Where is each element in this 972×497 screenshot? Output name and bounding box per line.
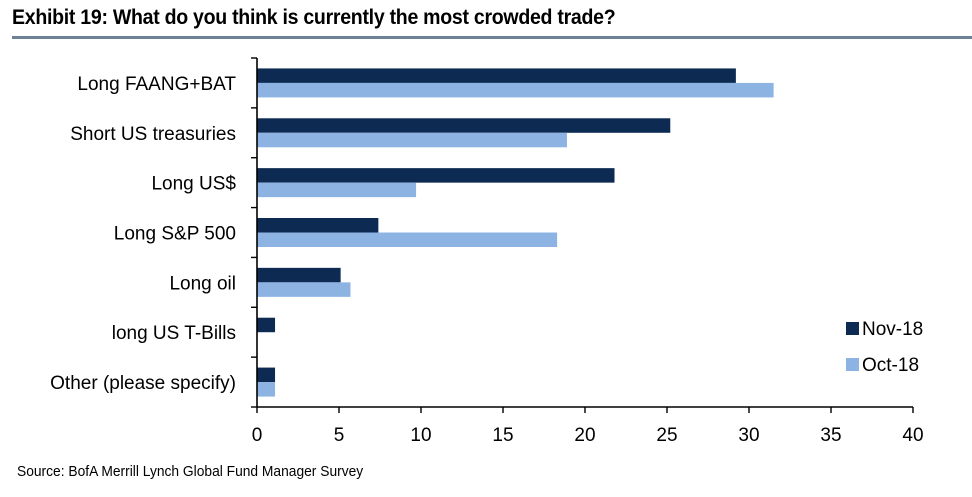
x-tick-label: 25	[656, 425, 677, 446]
labels-group: Long FAANG+BAT Short US treasuries Long US…	[50, 74, 236, 394]
x-tick-label: 0	[252, 425, 263, 446]
legend-swatch-nov-18	[846, 322, 859, 335]
category-label: Long US$	[151, 174, 236, 195]
bars-group	[257, 68, 774, 397]
title-rule	[12, 36, 972, 39]
x-tick-label: 5	[334, 425, 345, 446]
bar-nov-18-2	[257, 168, 615, 183]
legend-label: Nov-18	[862, 319, 923, 340]
chart-title: Exhibit 19: What do you think is current…	[12, 6, 616, 29]
bar-oct-18-0	[257, 82, 774, 98]
bar-nov-18-6	[257, 367, 276, 383]
legend: Nov-18 Oct-18	[846, 319, 923, 376]
category-label: Long oil	[169, 273, 236, 294]
x-tick-label: 30	[738, 425, 759, 446]
x-tick-label: 15	[492, 425, 513, 446]
bar-oct-18-1	[257, 132, 567, 148]
category-label: long US T-Bills	[112, 323, 236, 344]
bar-nov-18-3	[257, 218, 379, 233]
category-label: Short US treasuries	[70, 124, 236, 145]
bar-nov-18-5	[257, 317, 276, 333]
bar-nov-18-0	[257, 68, 736, 83]
bar-oct-18-4	[257, 282, 351, 297]
x-tick-label: 35	[820, 425, 841, 446]
bar-oct-18-6	[257, 382, 276, 397]
category-label: Other (please specify)	[50, 373, 236, 394]
source-note: Source: BofA Merrill Lynch Global Fund M…	[17, 463, 364, 480]
x-tick-label: 10	[410, 425, 431, 446]
legend-label: Oct-18	[862, 355, 919, 376]
category-label: Long FAANG+BAT	[77, 74, 236, 95]
bar-oct-18-2	[257, 182, 417, 198]
bar-oct-18-3	[257, 232, 558, 247]
axes-group: 0 5 10 15 20 25 30 35 40	[251, 57, 924, 446]
x-tick-label: 40	[902, 425, 923, 446]
bar-nov-18-1	[257, 118, 671, 133]
x-tick-label: 20	[574, 425, 595, 446]
category-label: Long S&P 500	[114, 224, 236, 245]
bar-nov-18-4	[257, 267, 341, 283]
legend-swatch-oct-18	[846, 358, 859, 371]
